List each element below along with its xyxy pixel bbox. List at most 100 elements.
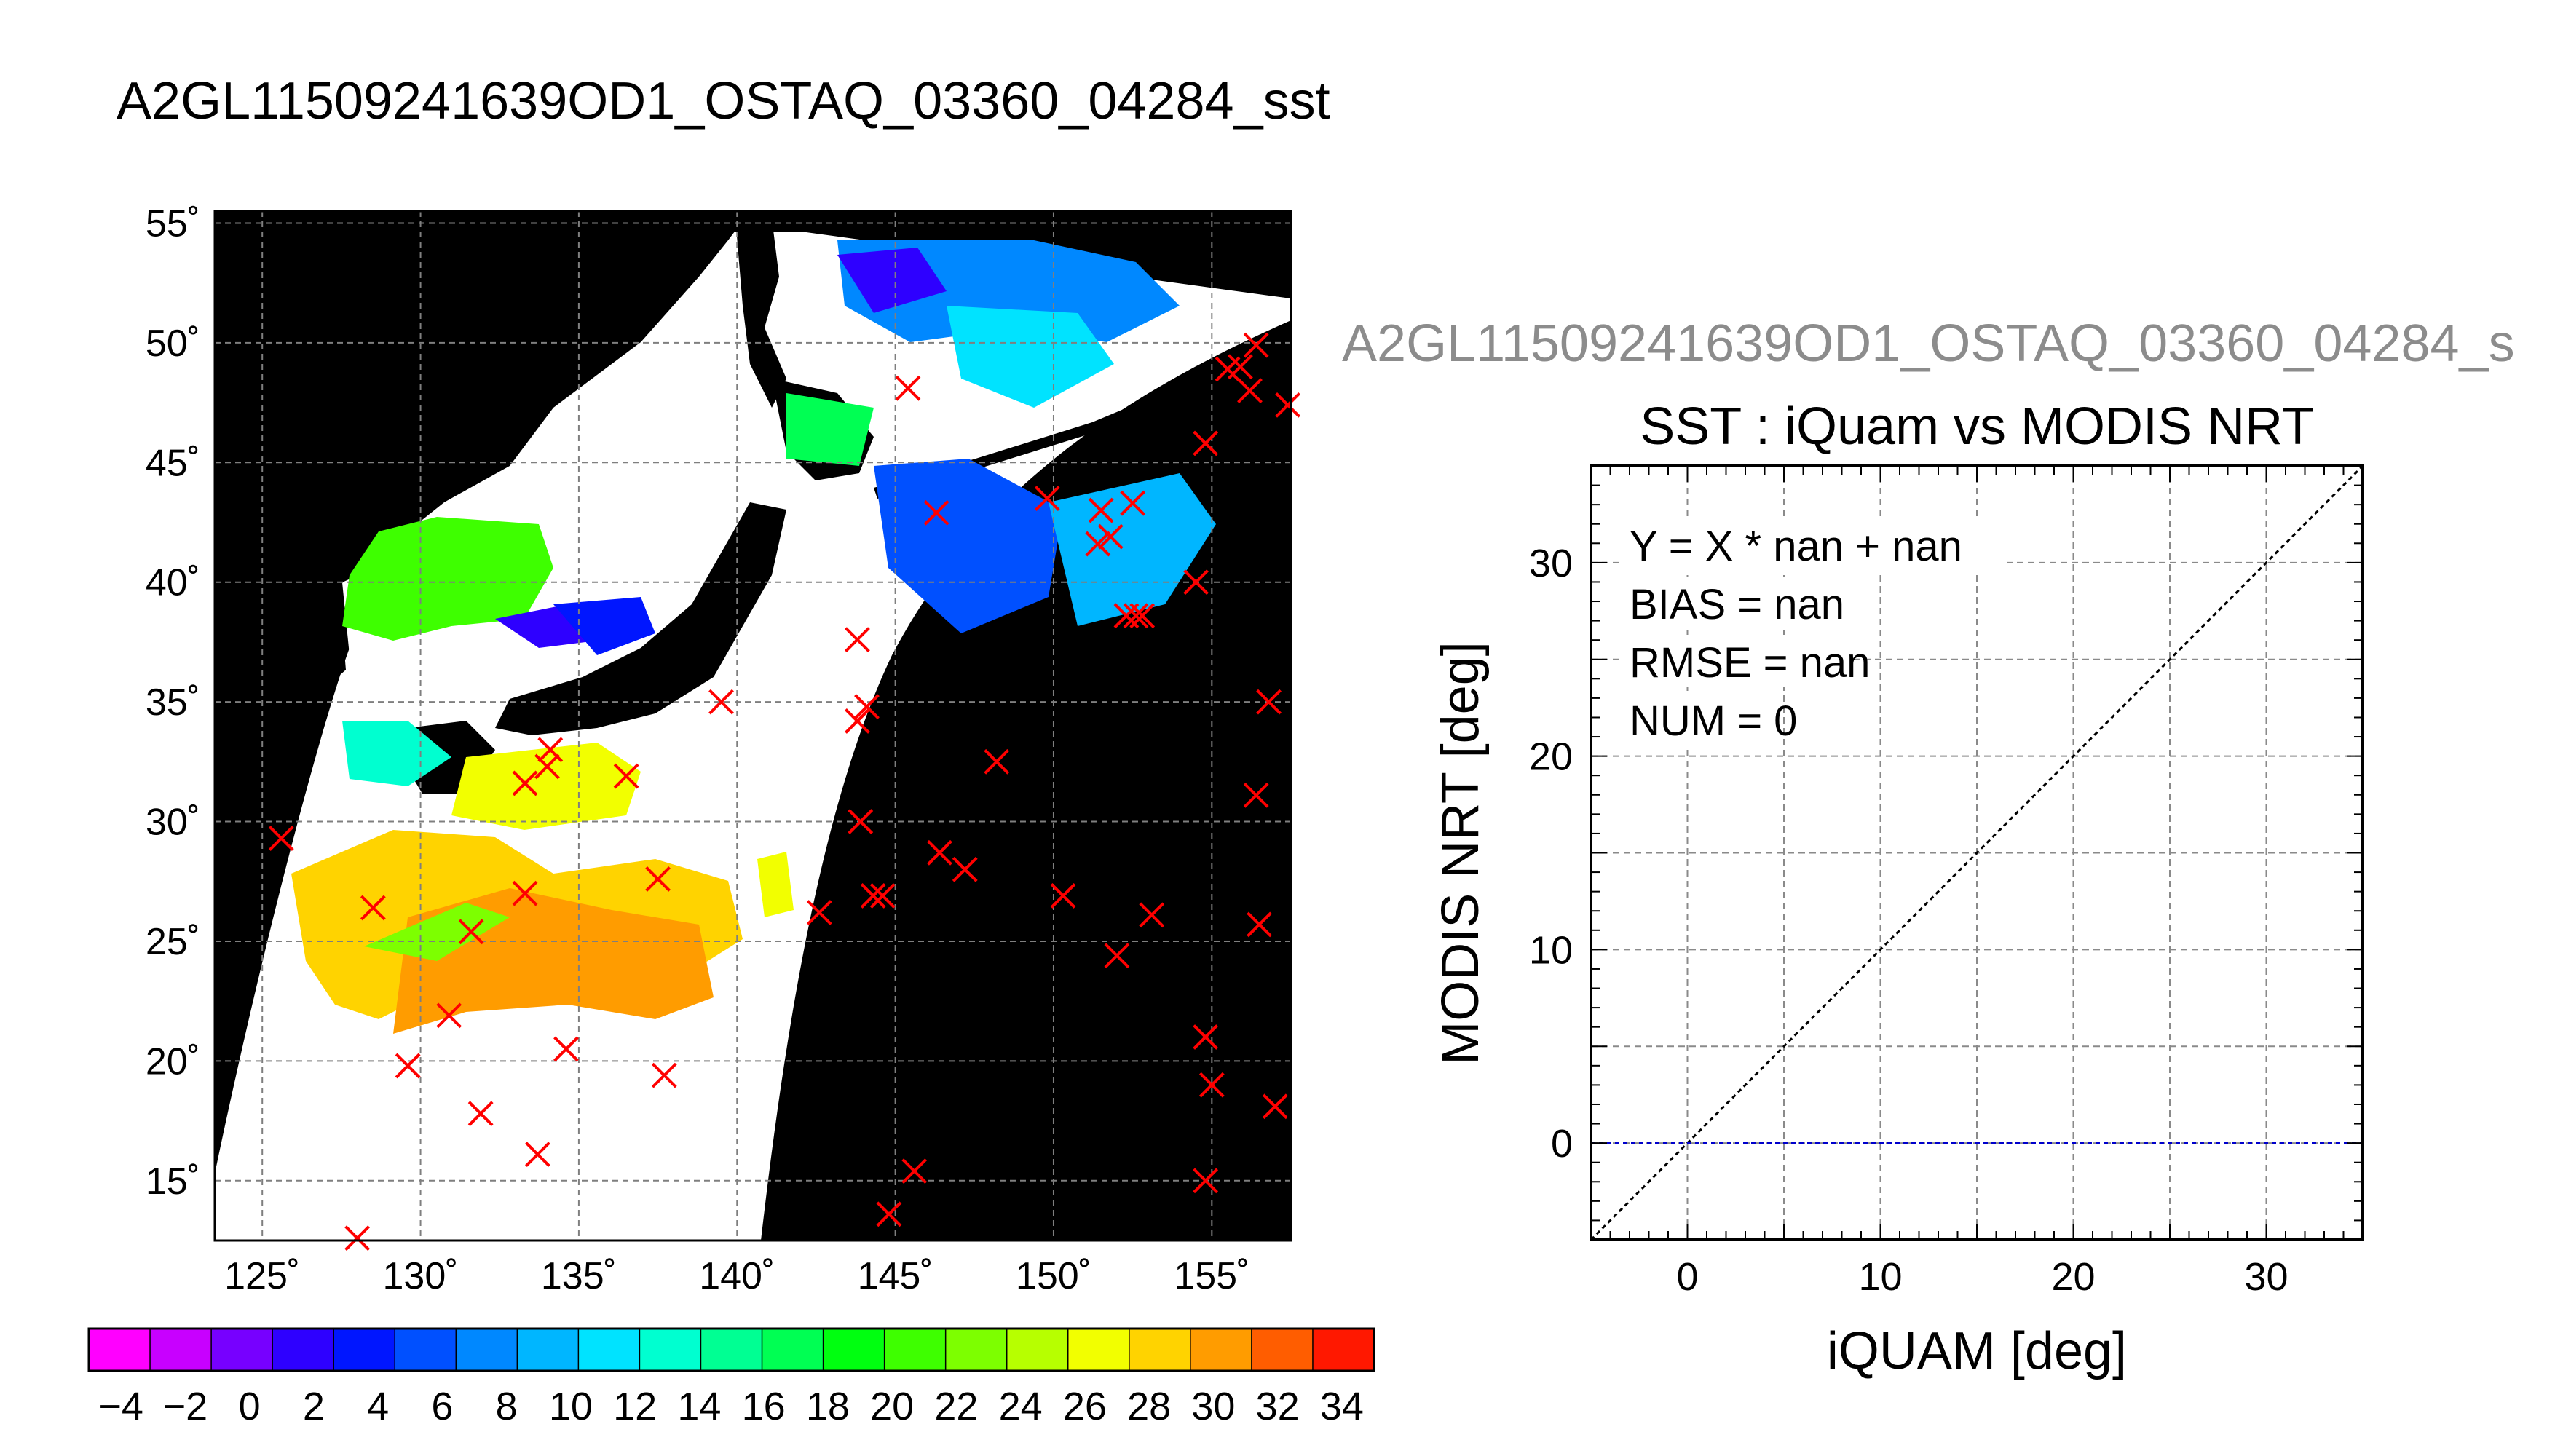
buoy-marker <box>1198 1072 1225 1098</box>
map-y-tick-labels: 15˚ 20˚ 25˚ 30˚ 35˚ 40˚ 45˚ 50˚ 55˚ <box>146 202 200 1202</box>
colorbar-tick: 32 <box>1256 1385 1300 1428</box>
sst-patches <box>291 240 1216 1034</box>
scatter-y-tick: 0 <box>1551 1122 1573 1166</box>
colorbar-tick: 20 <box>870 1385 914 1428</box>
stats-line: Y = X * nan + nan <box>1630 523 1962 570</box>
buoy-marker <box>613 763 639 789</box>
colorbar-cell <box>762 1329 824 1371</box>
buoy-marker <box>1247 911 1272 938</box>
buoy-marker <box>344 1225 371 1251</box>
colorbar-tick: 24 <box>999 1385 1043 1428</box>
scatter-header: A2GL11509241639OD1_OSTAQ_03360_04284_s <box>1342 314 2515 373</box>
buoy-marker <box>1120 490 1146 516</box>
buoy-marker <box>512 880 538 906</box>
buoy-marker <box>524 1142 550 1168</box>
buoy-marker <box>927 839 952 866</box>
stats-line: BIAS = nan <box>1630 581 1844 628</box>
scatter-x-tick: 10 <box>1858 1255 1902 1299</box>
colorbar-cell <box>456 1329 518 1371</box>
map-title: A2GL11509241639OD1_OSTAQ_03360_04284_sst <box>117 72 1330 130</box>
buoy-marker <box>1123 603 1149 629</box>
buoy-marker <box>1193 430 1219 456</box>
buoy-marker <box>845 708 870 734</box>
map-x-tick: 150˚ <box>1016 1255 1091 1297</box>
map-markers <box>268 332 1301 1251</box>
map-frame <box>213 210 1292 1242</box>
buoy-marker <box>268 826 294 851</box>
colorbar-tick: 26 <box>1063 1385 1107 1428</box>
buoy-marker <box>869 883 896 909</box>
colorbar-tick: 34 <box>1320 1385 1364 1428</box>
map-x-tick: 140˚ <box>699 1255 775 1297</box>
buoy-marker <box>512 770 538 796</box>
map-x-tick: 155˚ <box>1174 1255 1249 1297</box>
map-y-tick: 15˚ <box>146 1160 200 1203</box>
buoy-marker <box>651 1062 677 1088</box>
buoy-marker <box>1193 1168 1219 1194</box>
buoy-marker <box>1129 603 1156 629</box>
buoy-marker <box>1085 531 1111 557</box>
buoy-marker <box>1088 497 1114 523</box>
map-y-tick: 40˚ <box>146 562 200 604</box>
scatter-xlabel: iQUAM [deg] <box>1827 1322 2127 1380</box>
colorbar-cell <box>150 1329 213 1371</box>
scatter-x-tick-labels: 0 10 20 30 <box>1676 1255 2288 1299</box>
buoy-marker <box>1050 883 1076 909</box>
colorbar-cell <box>884 1329 947 1371</box>
stats-label-background <box>1624 693 1782 745</box>
stats-label-background <box>1624 518 2007 571</box>
buoy-marker <box>845 627 870 653</box>
colorbar: −4 −2 0 2 4 6 8 10 12 14 16 18 20 22 24 26 28 30 32 34 <box>87 1327 1375 1428</box>
one-to-one-line <box>1590 464 2364 1241</box>
colorbar-cell <box>1006 1329 1069 1371</box>
colorbar-tick: 8 <box>496 1385 518 1428</box>
buoy-marker <box>1243 782 1269 808</box>
colorbar-cell <box>700 1329 763 1371</box>
buoy-marker <box>360 895 386 921</box>
buoy-marker <box>395 1053 421 1079</box>
buoy-marker <box>537 737 564 763</box>
scatter-ylabel: MODIS NRT [deg] <box>1431 641 1490 1065</box>
buoy-marker <box>1243 332 1269 358</box>
scatter-y-tick: 30 <box>1529 542 1573 585</box>
buoy-marker <box>984 748 1010 775</box>
buoy-marker <box>806 900 832 925</box>
buoy-marker <box>1183 569 1209 596</box>
scatter-y-tick: 10 <box>1529 928 1573 972</box>
colorbar-cell <box>517 1329 580 1371</box>
colorbar-cell <box>578 1329 641 1371</box>
buoy-marker <box>923 499 949 526</box>
stats-label-background <box>1624 635 1849 687</box>
map-grid <box>215 211 1291 1241</box>
map-x-tick-labels: 125˚ 130˚ 135˚ 140˚ 145˚ 150˚ 155˚ <box>224 1255 1249 1297</box>
colorbar-tick: 0 <box>239 1385 261 1428</box>
colorbar-cell <box>211 1329 274 1371</box>
colorbar-cell <box>823 1329 885 1371</box>
colorbar-tick: 6 <box>431 1385 453 1428</box>
buoy-marker <box>645 866 671 892</box>
scatter-title: SST : iQuam vs MODIS NRT <box>1640 397 2314 456</box>
buoy-marker <box>895 375 921 401</box>
buoy-marker <box>467 1101 494 1127</box>
buoy-marker <box>1228 354 1253 380</box>
map-panel: 125˚ 130˚ 135˚ 140˚ 145˚ 150˚ 155˚ 15˚ 20˚ 25˚ 30… <box>146 202 1301 1297</box>
colorbar-cell <box>1312 1329 1375 1371</box>
map-y-tick: 30˚ <box>146 802 200 844</box>
colorbar-cell <box>89 1329 151 1371</box>
buoy-marker <box>860 883 886 909</box>
scatter-x-tick: 30 <box>2244 1255 2288 1299</box>
buoy-marker <box>1237 378 1263 404</box>
colorbar-tick: 12 <box>613 1385 657 1428</box>
buoy-marker <box>708 689 734 715</box>
colorbar-tick: 14 <box>677 1385 721 1428</box>
buoy-marker <box>436 1002 462 1029</box>
map-y-tick: 35˚ <box>146 681 200 724</box>
colorbar-cell <box>945 1329 1008 1371</box>
map-y-tick: 25˚ <box>146 921 200 963</box>
buoy-marker <box>1097 523 1124 550</box>
buoy-marker <box>1256 689 1282 715</box>
colorbar-frame <box>87 1327 1375 1372</box>
buoy-marker <box>1034 486 1060 512</box>
buoy-marker <box>458 919 484 945</box>
colorbar-tick: 10 <box>549 1385 593 1428</box>
